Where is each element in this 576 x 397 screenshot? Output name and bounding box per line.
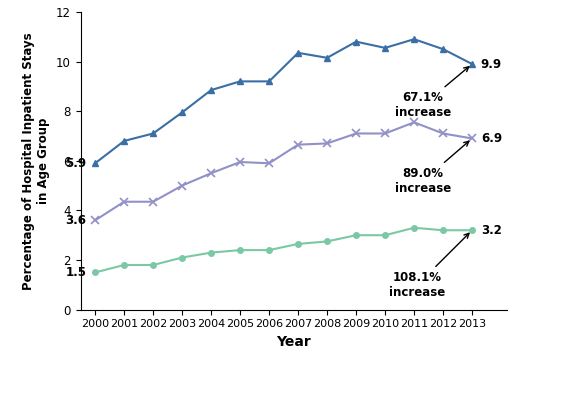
Ages 65 years and older xyxy=(237,79,244,84)
Line: Ages 18–44 years: Ages 18–44 years xyxy=(92,225,475,275)
Ages 45–64 years xyxy=(92,218,98,223)
Ages 18–44 years xyxy=(411,225,418,230)
Ages 18–44 years xyxy=(469,228,476,233)
Ages 65 years and older xyxy=(208,88,215,93)
Ages 45–64 years xyxy=(150,199,157,204)
Ages 18–44 years xyxy=(353,233,359,237)
Ages 65 years and older xyxy=(469,62,476,66)
Text: 3.6: 3.6 xyxy=(66,214,86,227)
Ages 18–44 years xyxy=(237,248,244,252)
Text: 1.5: 1.5 xyxy=(66,266,86,279)
Ages 45–64 years xyxy=(353,131,359,136)
Ages 45–64 years xyxy=(179,183,185,188)
Ages 65 years and older xyxy=(295,50,302,55)
Ages 45–64 years xyxy=(382,131,389,136)
Ages 45–64 years xyxy=(266,161,272,166)
Ages 45–64 years xyxy=(469,136,476,141)
Ages 18–44 years xyxy=(208,250,215,255)
Ages 65 years and older xyxy=(266,79,272,84)
Text: 108.1%
increase: 108.1% increase xyxy=(389,233,469,299)
Ages 65 years and older xyxy=(179,110,185,115)
Text: 3.2: 3.2 xyxy=(481,224,502,237)
Text: 6.9: 6.9 xyxy=(481,132,502,145)
Ages 65 years and older xyxy=(121,139,128,143)
Ages 65 years and older xyxy=(92,161,98,166)
Line: Ages 65 years and older: Ages 65 years and older xyxy=(92,36,475,166)
Ages 45–64 years xyxy=(324,141,331,146)
Ages 45–64 years xyxy=(439,131,446,136)
Ages 18–44 years xyxy=(266,248,272,252)
Ages 65 years and older xyxy=(411,37,418,42)
Ages 18–44 years xyxy=(382,233,389,237)
Ages 18–44 years xyxy=(92,270,98,275)
Ages 45–64 years xyxy=(411,120,418,125)
Ages 18–44 years xyxy=(121,263,128,268)
Text: 67.1%
increase: 67.1% increase xyxy=(395,67,469,119)
Line: Ages 45–64 years: Ages 45–64 years xyxy=(92,119,476,224)
Ages 18–44 years xyxy=(324,239,331,244)
Ages 45–64 years xyxy=(208,171,215,175)
Ages 45–64 years xyxy=(121,199,128,204)
Text: 5.9: 5.9 xyxy=(65,157,86,170)
Ages 18–44 years xyxy=(150,263,157,268)
Ages 45–64 years xyxy=(237,160,244,164)
Ages 18–44 years xyxy=(295,241,302,246)
Ages 65 years and older xyxy=(150,131,157,136)
Ages 65 years and older xyxy=(324,56,331,60)
Text: 89.0%
increase: 89.0% increase xyxy=(395,141,469,195)
Ages 18–44 years xyxy=(439,228,446,233)
Text: 9.9: 9.9 xyxy=(481,58,502,71)
Ages 18–44 years xyxy=(179,255,185,260)
X-axis label: Year: Year xyxy=(276,335,311,349)
Y-axis label: Percentage of Hospital Inpatient Stays
in Age Group: Percentage of Hospital Inpatient Stays i… xyxy=(22,32,50,289)
Ages 45–64 years xyxy=(295,142,302,147)
Ages 65 years and older xyxy=(353,39,359,44)
Ages 65 years and older xyxy=(382,46,389,50)
Ages 65 years and older xyxy=(439,47,446,52)
